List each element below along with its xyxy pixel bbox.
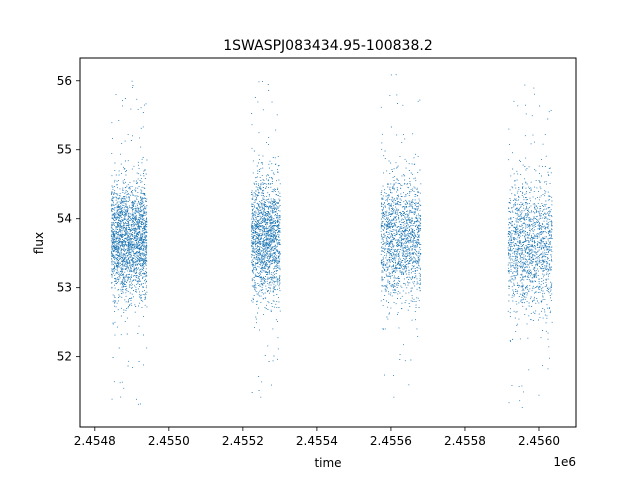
y-tick-label: 55: [57, 143, 72, 157]
scatter-cluster-3: [380, 74, 422, 398]
x-tick-label: 2.4550: [148, 434, 190, 448]
y-axis-ticks: 52 53 54 55 56: [57, 74, 80, 364]
y-tick-label: 54: [57, 212, 72, 226]
scatter-cluster-4: [507, 84, 553, 409]
x-axis-label: time: [314, 456, 341, 470]
scatter-points: [110, 74, 553, 409]
x-tick-label: 2.4560: [518, 434, 560, 448]
scatter-cluster-1: [110, 80, 148, 405]
x-tick-label: 2.4554: [296, 434, 338, 448]
y-tick-label: 56: [57, 74, 72, 88]
x-tick-label: 2.4552: [222, 434, 264, 448]
x-tick-label: 2.4548: [74, 434, 116, 448]
y-axis-label: flux: [32, 232, 46, 254]
plot-frame: [79, 57, 577, 428]
x-axis-ticks: 2.4548 2.4550 2.4552 2.4554 2.4556 2.4558 2.45…: [74, 427, 560, 448]
x-axis-offset-label: 1e6: [553, 455, 576, 469]
x-tick-label: 2.4558: [444, 434, 486, 448]
x-tick-label: 2.4556: [370, 434, 412, 448]
chart-title: 1SWASPJ083434.95-100838.2: [223, 38, 432, 54]
y-tick-label: 53: [57, 281, 72, 295]
scatter-cluster-2: [251, 81, 281, 398]
y-tick-label: 52: [57, 350, 72, 364]
